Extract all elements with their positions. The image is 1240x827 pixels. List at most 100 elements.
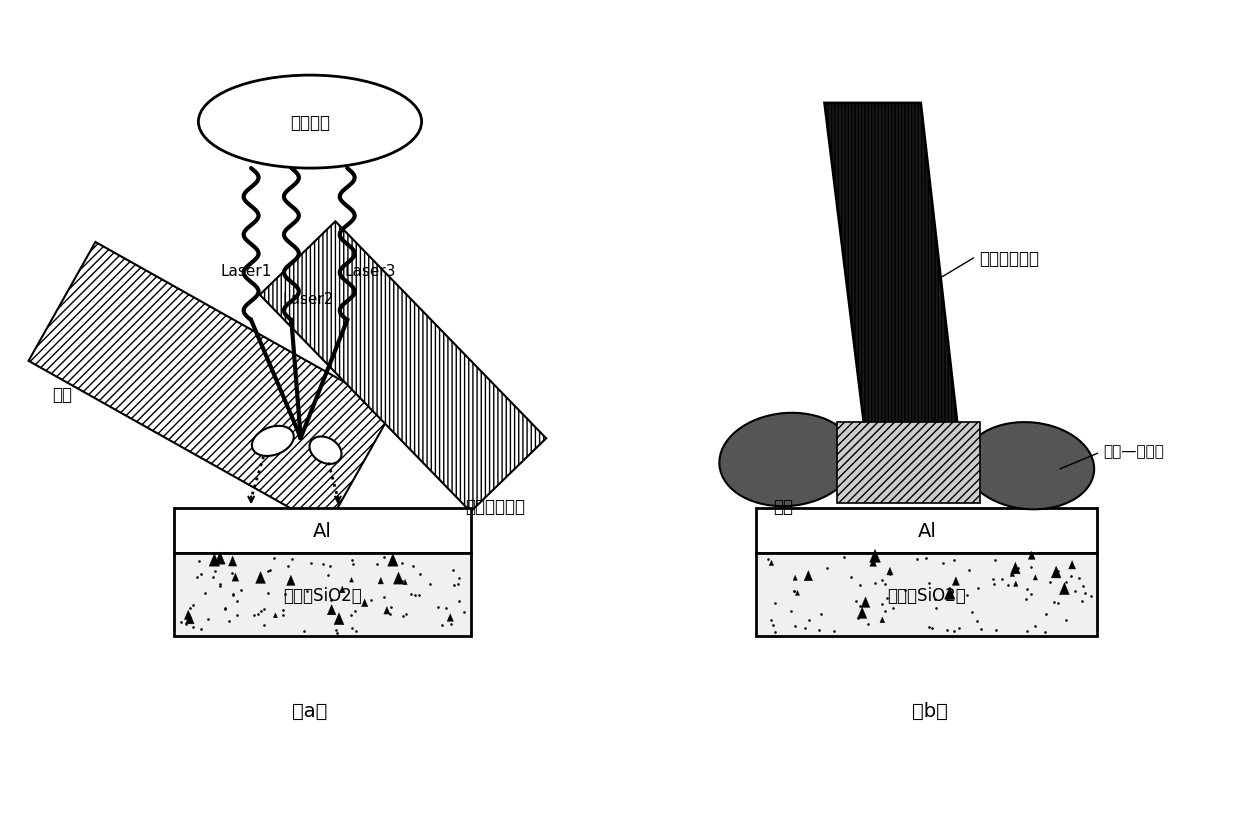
Polygon shape [327, 605, 336, 615]
Point [1025, 619, 1045, 633]
Point [203, 571, 223, 584]
Point [960, 564, 980, 577]
Text: 铜丝（焼丝）: 铜丝（焼丝） [465, 497, 525, 515]
Ellipse shape [252, 427, 294, 457]
Point [171, 615, 191, 629]
Point [945, 554, 965, 567]
Point [273, 604, 293, 617]
Point [402, 588, 422, 601]
Polygon shape [286, 576, 295, 586]
Text: Laser2: Laser2 [281, 291, 334, 307]
Point [312, 557, 332, 571]
Point [825, 625, 844, 638]
Point [1035, 608, 1055, 621]
Point [1063, 561, 1083, 574]
Point [765, 625, 785, 638]
Point [449, 578, 469, 591]
Point [278, 560, 298, 573]
Point [222, 567, 242, 581]
Text: Laser1: Laser1 [221, 264, 272, 279]
Point [361, 594, 381, 607]
Point [191, 623, 211, 636]
Polygon shape [232, 573, 238, 581]
Point [403, 559, 423, 572]
Polygon shape [185, 610, 192, 619]
Polygon shape [1028, 552, 1035, 560]
Point [188, 555, 208, 568]
Polygon shape [1013, 581, 1018, 586]
Point [1040, 576, 1060, 589]
Polygon shape [1011, 562, 1021, 574]
Point [435, 602, 455, 615]
Text: （b）: （b） [913, 701, 947, 720]
Point [440, 618, 460, 631]
Polygon shape [945, 587, 955, 600]
Polygon shape [273, 613, 278, 618]
Text: Al: Al [918, 521, 936, 540]
Ellipse shape [310, 437, 341, 464]
Point [765, 597, 785, 610]
Point [273, 609, 293, 622]
Point [258, 565, 278, 578]
Point [223, 587, 243, 600]
Point [198, 612, 218, 625]
Point [374, 590, 394, 604]
Point [1081, 590, 1101, 604]
Polygon shape [1011, 571, 1014, 576]
Point [215, 601, 234, 614]
Polygon shape [215, 552, 226, 565]
Polygon shape [887, 567, 893, 576]
Point [397, 607, 417, 620]
Point [327, 626, 347, 639]
Point [908, 552, 928, 566]
Polygon shape [186, 614, 195, 624]
Point [215, 603, 234, 616]
Polygon shape [388, 554, 398, 566]
Point [919, 577, 939, 590]
Point [986, 554, 1006, 567]
Point [937, 624, 957, 637]
Polygon shape [340, 586, 345, 593]
Ellipse shape [719, 414, 856, 507]
Point [454, 605, 474, 619]
Point [180, 602, 200, 615]
Point [341, 609, 361, 622]
Point [858, 618, 878, 631]
Polygon shape [805, 571, 812, 581]
Text: 铜丝（焼丝）: 铜丝（焼丝） [980, 250, 1039, 268]
Point [210, 577, 229, 590]
Point [219, 614, 239, 628]
Point [877, 591, 897, 605]
Point [211, 580, 231, 593]
Point [968, 581, 988, 595]
Point [761, 614, 781, 627]
Polygon shape [1052, 566, 1061, 578]
Text: 针材: 针材 [774, 497, 794, 515]
Point [296, 585, 316, 598]
Polygon shape [795, 590, 800, 595]
Polygon shape [794, 576, 797, 581]
Point [258, 586, 278, 600]
Point [1055, 614, 1075, 628]
Point [1069, 571, 1089, 585]
Polygon shape [880, 617, 884, 623]
Point [244, 609, 264, 622]
Point [851, 600, 870, 613]
Point [248, 607, 268, 620]
Point [971, 623, 991, 636]
Point [919, 620, 939, 633]
Point [187, 571, 207, 584]
Point [1022, 561, 1042, 574]
Point [281, 552, 301, 566]
Point [1048, 596, 1068, 609]
Point [342, 622, 362, 635]
Point [1074, 580, 1094, 593]
Text: 芯片（SiO2）: 芯片（SiO2） [283, 586, 362, 604]
Point [393, 557, 413, 570]
Text: 针材—铜界面: 针材—铜界面 [1104, 443, 1164, 458]
Point [409, 588, 429, 601]
Polygon shape [870, 559, 877, 566]
Point [381, 601, 401, 614]
Point [941, 590, 961, 603]
Point [1073, 595, 1092, 608]
